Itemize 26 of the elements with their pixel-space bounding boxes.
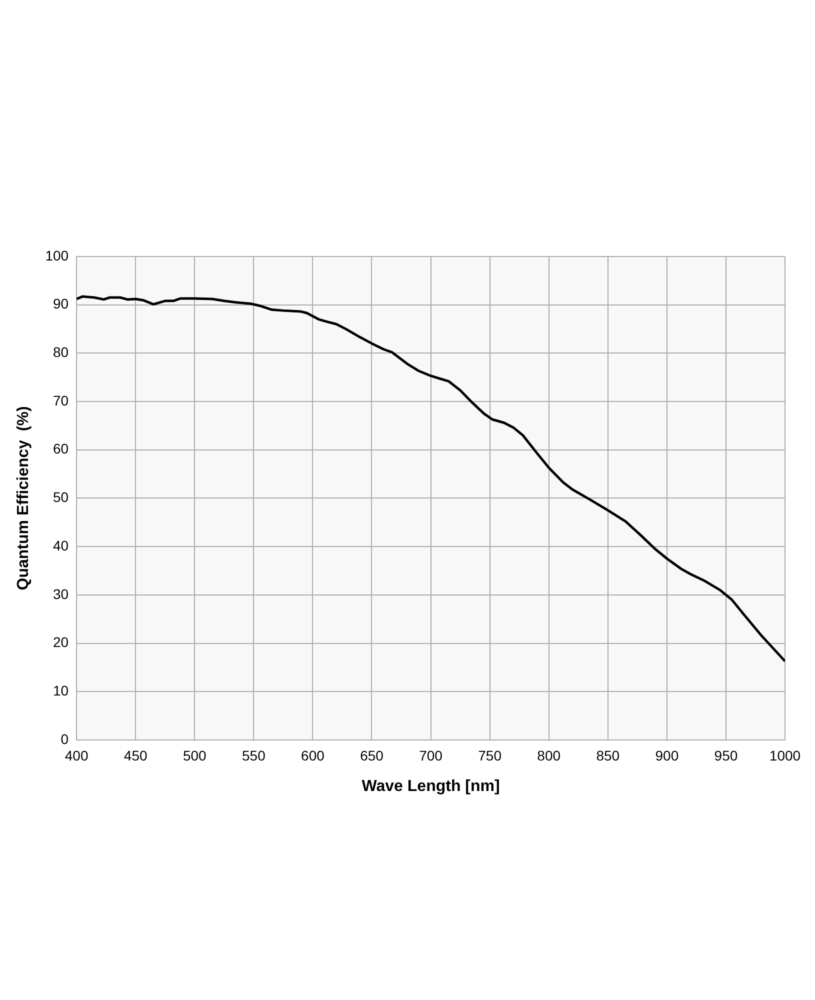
x-tick-label: 650 [360,747,384,764]
x-tick-label: 1000 [769,747,801,764]
x-tick-label: 700 [419,747,443,764]
x-tick-label: 600 [301,747,325,764]
x-tick-label: 500 [182,747,207,764]
x-axis-title: Wave Length [nm] [362,778,500,795]
x-tick-label: 850 [596,747,620,764]
x-tick-label: 550 [242,747,266,764]
y-tick-label: 10 [52,682,69,698]
x-tick-label: 750 [478,747,502,764]
y-tick-label: 20 [52,634,69,650]
y-tick-label: 50 [52,489,69,506]
y-tick-label: 60 [52,440,69,457]
y-tick-label: 40 [52,537,69,554]
x-tick-label: 800 [537,747,561,764]
y-axis-title: Quantum Efficiency (%) [15,406,32,590]
y-tick-label: 100 [45,247,69,264]
x-tick-label: 950 [714,747,738,764]
x-tick-label: 450 [124,747,148,764]
x-tick-label: 400 [64,747,88,764]
y-tick-label: 70 [52,392,69,408]
y-tick-label: 90 [52,296,69,312]
y-tick-label: 30 [52,586,69,602]
y-tick-label: 0 [60,730,69,747]
y-tick-label: 80 [52,344,69,360]
x-tick-label: 900 [655,747,679,764]
